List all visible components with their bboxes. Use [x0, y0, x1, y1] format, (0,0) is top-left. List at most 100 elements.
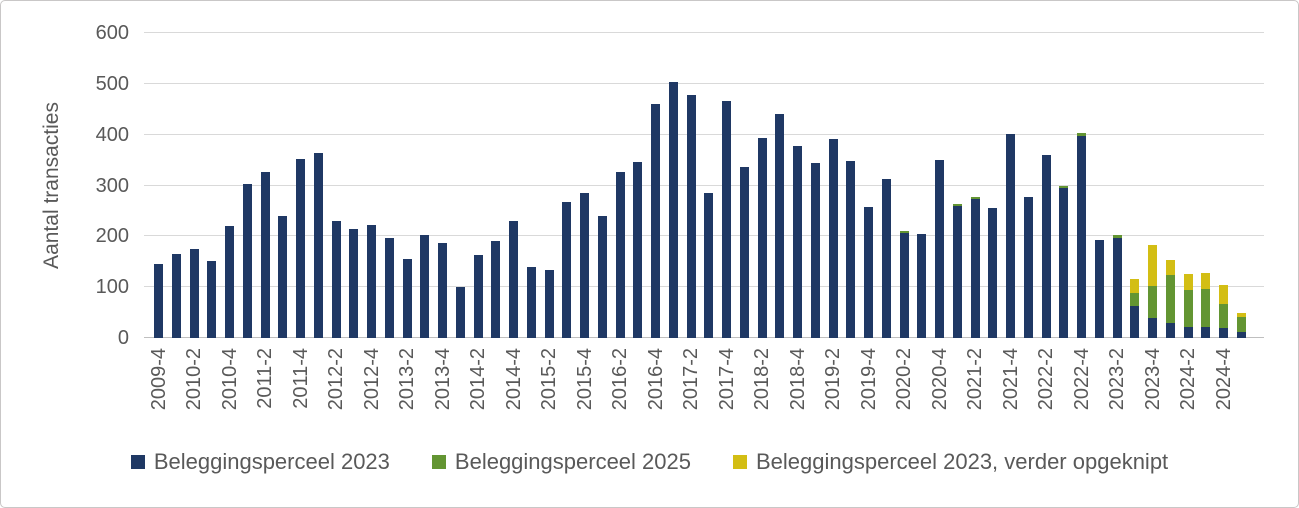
bar-segment	[1094, 239, 1104, 338]
bar-segment	[1165, 274, 1175, 323]
bar-segment	[1183, 326, 1193, 338]
bar-segment	[1165, 259, 1175, 275]
bar-segment	[1219, 304, 1229, 328]
bar-segment	[988, 207, 998, 338]
bar-segment	[970, 196, 980, 199]
bar-segment	[420, 234, 430, 338]
bar-segment	[633, 162, 643, 338]
legend-item: Beleggingsperceel 2025	[431, 449, 691, 475]
bar-segment	[1148, 245, 1158, 286]
bar-segment	[278, 216, 288, 338]
bar-segment	[881, 179, 891, 338]
x-axis-tick-label: 2019-2	[822, 348, 845, 411]
bar-segment	[1148, 285, 1158, 318]
gridline	[144, 184, 1264, 186]
bar-segment	[1006, 133, 1016, 338]
bar-segment	[1059, 187, 1069, 338]
x-axis-tick-label: 2024-2	[1177, 348, 1200, 411]
legend-item: Beleggingsperceel 2023	[130, 449, 390, 475]
x-axis-tick-label: 2017-4	[715, 348, 738, 411]
bar-segment	[1130, 292, 1140, 307]
bar-segment	[1201, 288, 1211, 328]
bar-segment	[402, 258, 412, 338]
x-axis-tick-label: 2015-4	[573, 348, 596, 411]
bar-segment	[1077, 135, 1087, 338]
bar-segment	[207, 260, 217, 338]
x-axis-tick-label: 2016-2	[609, 348, 632, 411]
bar-segment	[1183, 273, 1193, 290]
bar-segment	[260, 171, 270, 338]
bar-segment	[526, 266, 536, 338]
x-axis-tick-label: 2022-2	[1035, 348, 1058, 411]
bar-segment	[331, 221, 341, 338]
bar-segment	[473, 254, 483, 338]
bar-segment	[1237, 316, 1246, 332]
bar-segment	[952, 205, 962, 338]
x-axis-tick-label: 2018-4	[786, 348, 809, 411]
x-axis-tick-label: 2009-4	[147, 348, 170, 411]
y-axis-tick-label: 0	[117, 327, 129, 349]
gridline	[144, 235, 1264, 237]
bar-segment	[384, 237, 394, 338]
y-axis-tick-label: 100	[95, 276, 129, 299]
x-axis-tick-label: 2011-4	[289, 348, 312, 409]
bar-segment	[846, 161, 856, 338]
legend-swatch-series-1	[130, 455, 145, 469]
x-axis-tick-label: 2023-2	[1106, 348, 1129, 411]
x-axis-tick-label: 2010-4	[218, 348, 241, 411]
y-axis-tick-label: 500	[95, 72, 129, 95]
bar-segment	[438, 243, 448, 338]
bar-segment	[686, 95, 696, 338]
bar-segment	[952, 203, 962, 206]
x-axis-tick-label: 2013-4	[431, 348, 454, 411]
x-axis-tick-label: 2020-4	[928, 348, 951, 411]
x-axis-tick-label: 2014-2	[467, 348, 490, 411]
y-axis-tick-label: 600	[95, 22, 129, 44]
bar-segment	[651, 103, 661, 338]
bar-segment	[1130, 306, 1140, 338]
legend: Beleggingsperceel 2023 Beleggingsperceel…	[1, 449, 1298, 475]
x-axis-tick-label: 2023-4	[1141, 348, 1164, 411]
x-axis-tick-label: 2017-2	[680, 348, 703, 411]
plot-area	[144, 32, 1264, 338]
bar-segment	[367, 225, 377, 338]
legend-swatch-series-3	[732, 455, 747, 469]
bar-segment	[1112, 238, 1122, 338]
bar-segment	[917, 234, 927, 338]
bar-segment	[810, 162, 820, 338]
bar-segment	[154, 264, 163, 338]
legend-label: Beleggingsperceel 2023, verder opgeknipt	[755, 449, 1169, 474]
x-axis-tick-label: 2019-4	[857, 348, 880, 411]
bar-segment	[1183, 289, 1193, 327]
x-axis-tick-label: 2013-2	[396, 348, 419, 411]
legend-item: Beleggingsperceel 2023, verder opgeknipt	[732, 449, 1169, 475]
bar-segment	[1237, 312, 1246, 317]
bar-segment	[1201, 327, 1211, 338]
bar-segment	[1237, 331, 1246, 338]
x-axis-tick-label: 2012-4	[360, 348, 383, 411]
bar-segment	[1165, 322, 1175, 338]
bar-segment	[455, 286, 465, 338]
bar-segment	[1201, 272, 1211, 289]
bar-segment	[562, 201, 572, 338]
y-axis-tick-label: 400	[95, 123, 129, 146]
bar-segment	[313, 153, 323, 338]
bar-segment	[225, 226, 235, 338]
x-axis-tick-label: 2015-2	[538, 348, 561, 411]
bar-segment	[349, 229, 359, 338]
bar-segment	[597, 216, 607, 338]
bar-segment	[615, 171, 625, 338]
bar-segment	[189, 249, 199, 338]
bar-segment	[722, 101, 732, 338]
bar-segment	[935, 159, 945, 338]
x-axis-tick-label: 2018-2	[751, 348, 774, 411]
bar-segment	[704, 193, 714, 338]
bar-segment	[668, 81, 678, 338]
y-axis-tick-label: 300	[95, 174, 129, 197]
x-axis-tick-label: 2016-4	[644, 348, 667, 411]
x-axis-tick-label: 2011-2	[254, 348, 277, 409]
bar-segment	[1219, 285, 1229, 305]
bar-segment	[899, 232, 909, 338]
x-axis-tick-label: 2024-4	[1212, 348, 1235, 411]
